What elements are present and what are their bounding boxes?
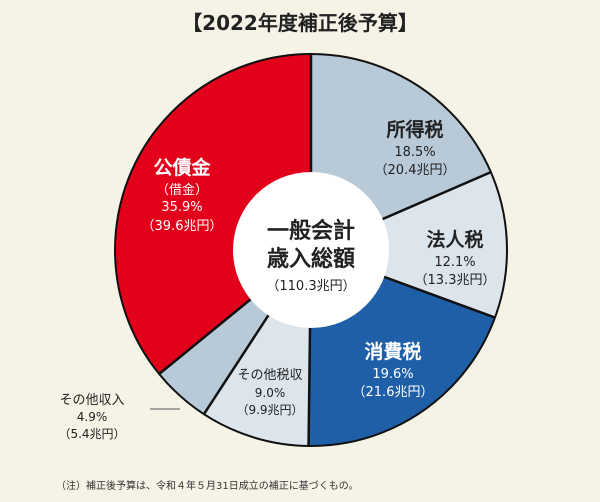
slice-label-amount-2: （21.6兆円） xyxy=(353,385,434,400)
slice-label-percent-2: 19.6% xyxy=(372,367,413,382)
slice-label-percent-3: 9.0% xyxy=(255,386,286,400)
center-label-line1: 一般会計 xyxy=(267,218,355,244)
center-total: （110.3兆円） xyxy=(266,279,355,294)
slice-1 xyxy=(311,172,507,318)
slice-label-amount-0: （20.4兆円） xyxy=(375,163,456,178)
slice-label-amount-5: （39.6兆円） xyxy=(142,219,223,234)
slice-labels: 所得税 18.5% （20.4兆円） 法人税 12.1% （13.3兆円） 消費税 19.6%… xyxy=(58,118,495,441)
footnote: （注）補正後予算は、令和４年５月31日成立の補正に基づくもの。 xyxy=(56,479,359,492)
pie-outline xyxy=(114,53,508,447)
center-hole xyxy=(233,172,389,328)
slice-label-name-5: 公債金 xyxy=(153,156,211,179)
slice-label-percent-0: 18.5% xyxy=(394,145,435,160)
slice-label-name-3: その他税収 xyxy=(237,368,302,383)
slice-label-amount-4: （5.4兆円） xyxy=(58,427,125,441)
slice-label-percent-4: 4.9% xyxy=(77,410,108,424)
slice-label-percent-1: 12.1% xyxy=(434,255,475,270)
slice-label-sub-5: （借金） xyxy=(156,182,208,198)
slice-label-amount-1: （13.3兆円） xyxy=(415,273,496,288)
slice-label-name-2: 消費税 xyxy=(364,340,421,363)
center-label-line2: 歳入総額 xyxy=(267,246,355,272)
slice-label-name-4: その他収入 xyxy=(59,393,124,408)
slice-label-amount-3: （9.9兆円） xyxy=(236,403,303,417)
slice-5 xyxy=(115,53,312,374)
slice-label-name-1: 法人税 xyxy=(426,228,483,251)
chart-title: 【2022年度補正後予算】 xyxy=(182,11,418,35)
slice-label-percent-5: 35.9% xyxy=(161,200,202,215)
slice-label-name-0: 所得税 xyxy=(386,118,443,141)
